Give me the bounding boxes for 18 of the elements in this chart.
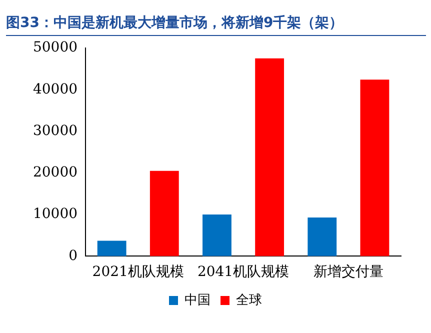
y-tick-label: 0	[68, 248, 78, 264]
bar	[150, 170, 179, 256]
bar	[360, 80, 390, 256]
y-tick-label: 50000	[32, 40, 78, 56]
legend-label: 全球	[236, 292, 262, 308]
bar	[97, 240, 126, 256]
y-tick-label: 30000	[32, 122, 78, 139]
bar	[255, 58, 284, 256]
y-tick-label: 10000	[32, 206, 78, 222]
legend-label: 中国	[184, 292, 210, 308]
y-tick-label: 40000	[32, 81, 78, 98]
x-tick-label: 2021机队规模	[92, 264, 184, 280]
x-tick-label: 2041机队规模	[197, 264, 290, 280]
chart-title: 图33：中国是新机最大增量市场，将新增9千架（架）	[6, 14, 426, 36]
x-tick-label: 新增交付量	[313, 264, 384, 280]
bar	[202, 214, 232, 256]
y-tick-label: 20000	[32, 164, 78, 181]
bar	[308, 217, 337, 256]
